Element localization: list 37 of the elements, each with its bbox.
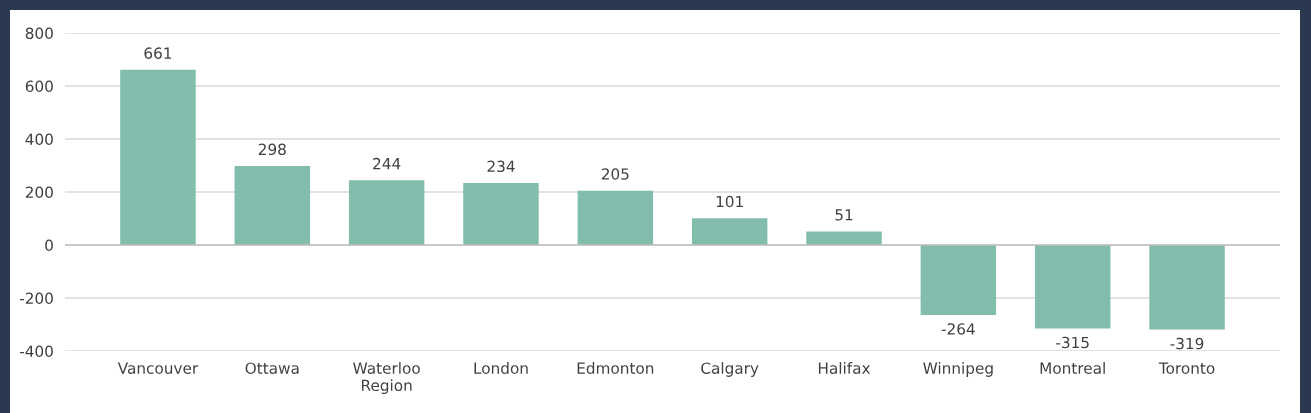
y-tick-label: 200 bbox=[25, 186, 53, 199]
x-tick-label: Montreal bbox=[1040, 362, 1105, 374]
y-tick-label: -400 bbox=[19, 345, 53, 358]
bar bbox=[463, 182, 539, 245]
bar bbox=[120, 69, 196, 245]
bar bbox=[1034, 245, 1111, 329]
x-tick-label: Calgary bbox=[701, 362, 759, 377]
bar bbox=[806, 231, 882, 245]
bar bbox=[577, 190, 654, 245]
data-label: -319 bbox=[1170, 337, 1204, 350]
bar bbox=[234, 166, 311, 245]
bar bbox=[348, 180, 425, 245]
x-tick-label: London bbox=[474, 362, 528, 374]
x-tick-label: Ottawa bbox=[245, 362, 299, 374]
data-label: 101 bbox=[716, 195, 743, 208]
data-label: 244 bbox=[373, 157, 401, 170]
data-label: 298 bbox=[258, 143, 286, 156]
x-tick-label: Winnipeg bbox=[923, 362, 993, 377]
x-tick-label: Halifax bbox=[818, 362, 871, 374]
x-tick-label: Toronto bbox=[1158, 362, 1215, 374]
bar bbox=[920, 245, 997, 315]
bar bbox=[691, 218, 768, 245]
data-label: -315 bbox=[1056, 336, 1089, 349]
y-tick-label: -200 bbox=[19, 292, 53, 305]
data-label: 51 bbox=[835, 209, 853, 221]
y-tick-label: 800 bbox=[25, 27, 53, 40]
bar bbox=[1149, 245, 1225, 330]
x-tick-label: Vancouver bbox=[117, 362, 199, 374]
x-tick-label: Edmonton bbox=[577, 362, 654, 374]
y-tick-label: 0 bbox=[45, 239, 53, 252]
data-label: 234 bbox=[487, 160, 515, 173]
data-label: 661 bbox=[144, 47, 172, 59]
y-tick-label: 600 bbox=[25, 80, 53, 93]
x-tick-label: Waterloo Region bbox=[353, 362, 420, 394]
data-label: -264 bbox=[941, 323, 975, 335]
data-label: 205 bbox=[601, 168, 629, 180]
y-tick-label: 400 bbox=[25, 133, 53, 146]
